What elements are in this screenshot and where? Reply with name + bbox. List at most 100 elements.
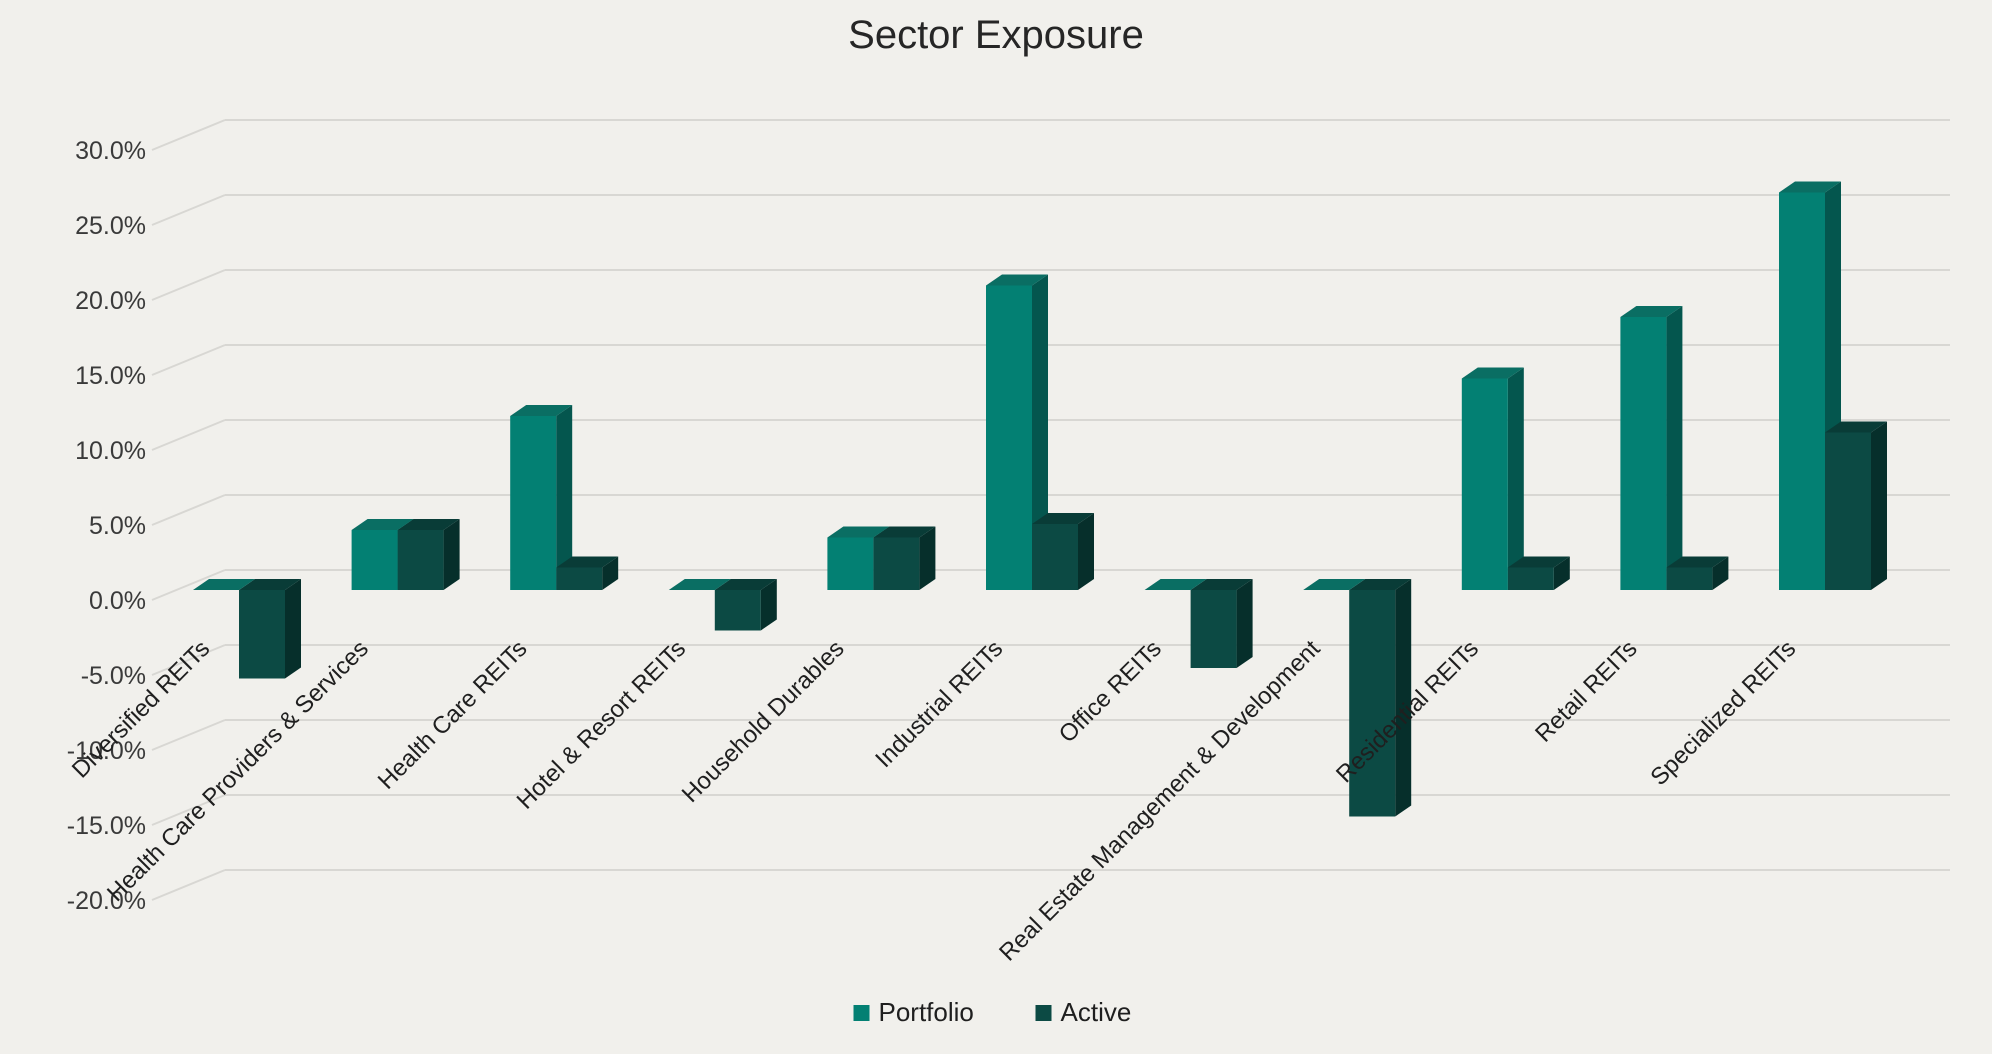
active-bar-top (714, 579, 777, 590)
bar-pair-residential-reits (1461, 367, 1570, 590)
y-axis-tick-label: -20.0% (67, 887, 146, 915)
bar-pair-health-care-providers-services (351, 519, 460, 590)
bar-pair-industrial-reits (986, 274, 1094, 590)
y-axis-tick-label: 20.0% (75, 287, 146, 315)
y-axis-tick-label: 0.0% (89, 587, 146, 615)
category-label: Real Estate Management & Development (994, 635, 1326, 967)
gridline-wall-connector (151, 644, 226, 676)
bar-pair-office-reits (1144, 579, 1253, 668)
active-bar-side (919, 526, 936, 590)
gridline-wall-connector (151, 569, 226, 601)
portfolio-bar-top (510, 405, 573, 416)
bars-group (193, 181, 1887, 817)
active-bar-front (1190, 590, 1237, 668)
active-bar-side (443, 519, 460, 590)
y-axis-tick-label: 30.0% (75, 137, 146, 165)
y-axis-tick-label: 25.0% (75, 212, 146, 240)
active-bar-front (1349, 590, 1396, 817)
chart-title: Sector Exposure (848, 13, 1144, 57)
legend: Portfolio Active (853, 997, 1132, 1027)
active-bar-top (1190, 579, 1253, 590)
legend-label: Active (1061, 997, 1132, 1027)
portfolio-bar-side (556, 405, 573, 590)
category-label: Health Care REITs (373, 635, 533, 795)
active-bar-side (602, 556, 619, 590)
gridline-wall-connector (151, 869, 226, 901)
y-axis-tick-label: -5.0% (81, 662, 146, 690)
active-bar-top (239, 579, 301, 590)
category-label: Retail REITs (1530, 635, 1642, 747)
portfolio-bar-front (1620, 317, 1667, 590)
y-axis-tick-label: 15.0% (75, 362, 146, 390)
legend-swatch-active (1035, 1005, 1052, 1021)
portfolio-bar-top (986, 274, 1048, 286)
active-bar-side (1236, 579, 1253, 668)
active-bar-top (1032, 513, 1094, 524)
bar-pair-hotel-resort-reits (668, 579, 777, 631)
active-bar-front (1032, 524, 1078, 590)
active-bar-side (1078, 513, 1094, 590)
y-axis-tick-label: 10.0% (75, 437, 146, 465)
portfolio-bar-top (1303, 579, 1366, 590)
portfolio-bar-front (351, 530, 398, 590)
active-bar-front (873, 537, 920, 590)
active-bar-top (556, 556, 619, 568)
portfolio-bar-top (351, 519, 414, 530)
bar-pair-household-durables (827, 526, 936, 590)
portfolio-bar-front (986, 285, 1032, 590)
active-bar-front (239, 590, 285, 679)
active-bar-front (1507, 567, 1554, 590)
active-bar-top (1825, 421, 1887, 433)
category-label: Office REITs (1054, 635, 1167, 748)
portfolio-bar-front (510, 416, 557, 590)
active-bar-side (1712, 556, 1729, 590)
portfolio-bar-front (1779, 192, 1825, 590)
category-label: Household Durables (677, 635, 850, 808)
portfolio-bar-top (1779, 181, 1841, 193)
y-axis-tick-label: -10.0% (67, 737, 146, 765)
active-bar-top (1349, 579, 1412, 590)
active-bar-front (714, 590, 761, 631)
active-bar-front (1825, 432, 1871, 590)
active-bar-front (397, 530, 444, 590)
category-label: Industrial REITs (870, 635, 1008, 773)
gridline-wall-connector (151, 719, 226, 751)
portfolio-bar-side (1032, 274, 1048, 590)
y-axis-tick-label: 5.0% (89, 512, 146, 540)
gridline-wall-connector (151, 194, 226, 226)
active-bar-front (556, 567, 603, 590)
bar-pair-specialized-reits (1779, 181, 1887, 590)
active-bar-side (760, 579, 777, 631)
category-label: Hotel & Resort REITs (512, 635, 691, 814)
y-axis-tick-labels: 30.0% 25.0% 20.0% 15.0% 10.0% 5.0% 0.0% -5.0% -1… (67, 137, 146, 915)
category-label: Specialized REITs (1645, 635, 1801, 791)
active-bar-top (873, 526, 936, 538)
bar-pair-diversified-reits (193, 579, 301, 679)
active-bar-top (1507, 556, 1570, 568)
gridline-wall-connector (151, 344, 226, 376)
legend-item-portfolio: Portfolio (853, 997, 974, 1027)
active-bar-top (1666, 556, 1729, 568)
portfolio-bar-top (827, 526, 890, 538)
legend-swatch-portfolio (853, 1005, 870, 1021)
portfolio-bar-top (193, 579, 255, 590)
portfolio-bar-side (1507, 367, 1524, 590)
gridline-wall-connector (151, 269, 226, 301)
gridline-wall-connector (151, 119, 226, 151)
bar-pair-retail-reits (1620, 306, 1729, 590)
bar-pair-real-estate-management-development (1303, 579, 1412, 817)
gridline-wall-connector (151, 794, 226, 826)
legend-item-active: Active (1035, 997, 1132, 1027)
portfolio-bar-top (1144, 579, 1207, 590)
gridline-wall-connector (151, 419, 226, 451)
portfolio-bar-top (1461, 367, 1524, 379)
y-axis-tick-label: -15.0% (67, 812, 146, 840)
active-bar-side (1395, 579, 1412, 817)
active-bar-front (1666, 567, 1713, 590)
gridline-wall-connector (151, 494, 226, 526)
portfolio-bar-front (827, 537, 874, 590)
portfolio-bar-front (1461, 378, 1508, 590)
